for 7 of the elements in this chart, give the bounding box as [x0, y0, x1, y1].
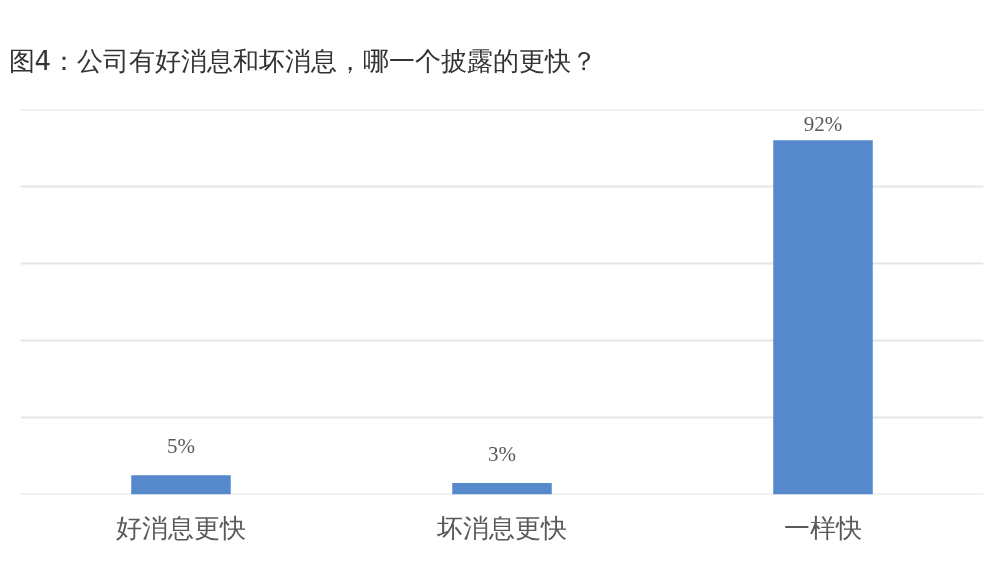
x-tick-label: 好消息更快 — [116, 512, 246, 543]
chart-title: 图4：公司有好消息和坏消息，哪一个披露的更快？ — [8, 45, 598, 76]
x-tick-label: 一样快 — [784, 512, 862, 543]
data-label: 92% — [803, 111, 843, 136]
data-label: 3% — [488, 441, 516, 466]
x-tick-label: 坏消息更快 — [436, 512, 567, 543]
data-label: 5% — [167, 434, 195, 459]
